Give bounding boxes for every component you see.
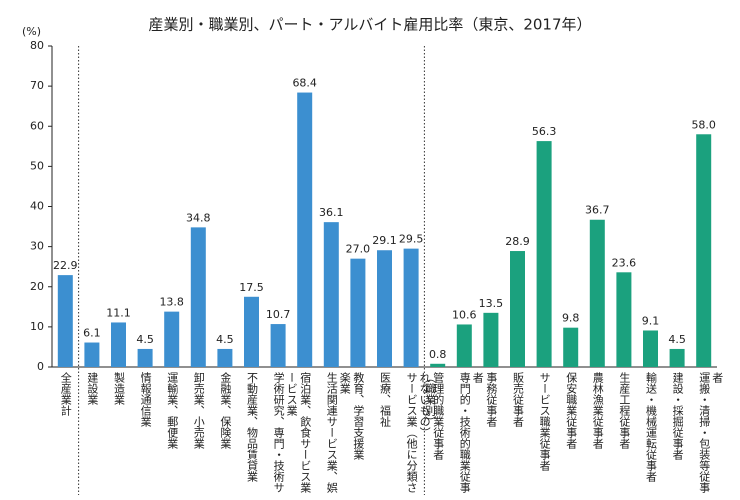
bar [111, 322, 126, 367]
x-tick-label: 輸送・機械運転従事者 [644, 372, 658, 482]
bar [430, 363, 446, 367]
bar [350, 258, 366, 367]
bar [377, 250, 392, 367]
value-label: 9.1 [642, 314, 660, 327]
bar [696, 134, 712, 367]
bar [244, 296, 259, 367]
x-tick-label: 生産工程従事者 [617, 372, 631, 449]
value-label: 23.6 [612, 256, 637, 269]
bar [669, 348, 685, 367]
x-tick-label: 不動産業、物品賃貸業 [245, 372, 259, 482]
value-label: 10.7 [266, 308, 291, 321]
x-tick-label: サービス職業従事者 [538, 372, 552, 471]
x-tick-label: 学術研究、専門・技術サービス業 [272, 372, 299, 493]
y-tick-label: 0 [37, 360, 44, 373]
x-tick-label: 運搬・清掃・包装等従事者 [697, 372, 724, 493]
y-axis-label: (%) [22, 25, 41, 38]
bar [589, 219, 605, 367]
x-tick-label: 医療、福祉 [378, 372, 392, 427]
value-label: 11.1 [106, 306, 131, 319]
value-label: 28.9 [505, 235, 530, 248]
bar [137, 348, 153, 367]
y-tick-label: 70 [30, 79, 44, 92]
value-label: 9.8 [562, 312, 580, 325]
x-tick-label: サービス業（他に分類されないもの） [405, 372, 432, 493]
bar [57, 275, 73, 367]
x-tick-label: 金融業、保険業 [218, 372, 232, 449]
value-label: 56.3 [532, 125, 557, 138]
bar [483, 312, 499, 367]
x-tick-label: 製造業 [112, 372, 126, 405]
x-tick-label: 宿泊業、飲食サービス業 [298, 372, 312, 493]
value-label: 13.8 [159, 296, 184, 309]
bar [323, 222, 339, 367]
bar [456, 324, 472, 367]
bar [84, 342, 100, 367]
value-label: 29.5 [399, 233, 424, 246]
x-tick-label: 販売従事者 [511, 372, 525, 427]
x-tick-label: 建設業 [85, 372, 99, 405]
y-tick-label: 30 [30, 240, 44, 253]
bar [270, 324, 286, 367]
bar [297, 92, 313, 368]
y-tick-label: 10 [30, 320, 44, 333]
value-label: 13.5 [479, 297, 504, 310]
bar [164, 311, 180, 367]
bar [403, 248, 419, 367]
y-tick-label: 20 [30, 280, 44, 293]
y-tick-label: 80 [30, 39, 44, 52]
x-tick-label: 運輸業、郵便業 [165, 372, 179, 449]
value-label: 6.1 [83, 327, 101, 340]
x-tick-label: 事務従事者 [484, 372, 498, 427]
x-tick-label: 全産業計 [59, 372, 73, 416]
bar [643, 330, 658, 367]
value-label: 4.5 [216, 333, 234, 346]
x-tick-label: 教育、学習支援業 [351, 372, 365, 460]
value-label: 68.4 [292, 77, 317, 90]
bar [190, 227, 206, 367]
value-label: 58.0 [691, 118, 716, 131]
x-tick-label: 保安職業従事者 [564, 372, 578, 449]
value-label: 34.8 [186, 211, 211, 224]
bar [563, 327, 579, 367]
bar [536, 141, 552, 367]
value-label: 36.7 [585, 204, 610, 217]
bar [217, 348, 233, 367]
value-label: 27.0 [346, 243, 371, 256]
section-label: （職業別） [423, 372, 437, 427]
chart-title: 産業別・職業別、パート・アルバイト雇用比率（東京、2017年） [148, 16, 591, 34]
value-label: 29.1 [372, 234, 397, 247]
y-tick-label: 50 [30, 159, 44, 172]
value-label: 0.8 [429, 348, 447, 361]
value-label: 36.1 [319, 206, 344, 219]
value-label: 10.6 [452, 308, 477, 321]
value-label: 22.9 [53, 259, 78, 272]
x-tick-label: 専門的・技術的職業従事者 [458, 372, 485, 493]
bar [510, 251, 525, 367]
x-tick-label: 建設・採掘従事者 [671, 372, 685, 460]
y-tick-label: 60 [30, 119, 44, 132]
value-label: 17.5 [239, 281, 264, 294]
y-tick-label: 40 [30, 200, 44, 213]
x-tick-label: 管理的職業従事者 [431, 372, 445, 460]
x-tick-label: 生活関連サービス業、娯楽業 [325, 372, 352, 493]
x-tick-label: 農林漁業従事者 [591, 372, 605, 449]
bar [616, 272, 632, 367]
value-label: 4.5 [668, 333, 686, 346]
x-tick-label: 卸売業、小売業 [192, 372, 206, 449]
value-label: 4.5 [136, 333, 154, 346]
x-tick-label: 情報通信業 [139, 372, 153, 427]
